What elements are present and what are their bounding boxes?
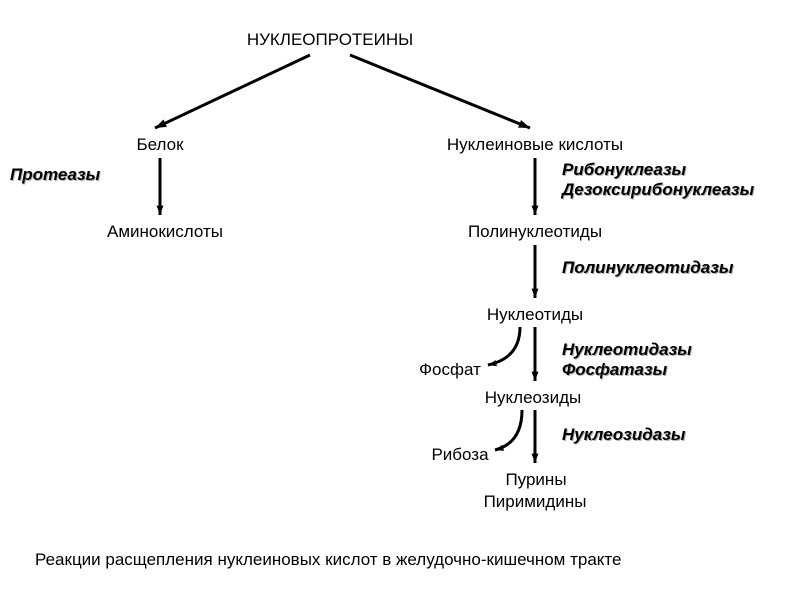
- node-pyrimidines: Пиримидины: [460, 492, 610, 512]
- node-polynucleotides: Полинуклеотиды: [440, 222, 630, 242]
- node-purines: Пурины: [481, 470, 591, 490]
- diagram-stage: НУКЛЕОПРОТЕИНЫ Белок Нуклеиновые кислоты…: [0, 0, 800, 600]
- enzyme-ribonucleases: Рибонуклеазы: [562, 160, 686, 180]
- node-nucleosides: Нуклеозиды: [463, 388, 603, 408]
- enzyme-deoxyribonucleases: Дезоксирибонуклеазы: [562, 180, 754, 200]
- enzyme-phosphatases: Фосфатазы: [562, 360, 667, 380]
- node-amino-acids: Аминокислоты: [80, 222, 250, 242]
- enzyme-proteases: Протеазы: [10, 165, 100, 185]
- diagram-caption: Реакции расщепления нуклеиновых кислот в…: [35, 550, 621, 570]
- enzyme-nucleosidases: Нуклеозидазы: [562, 425, 685, 445]
- node-nucleotides: Нуклеотиды: [460, 305, 610, 325]
- arrows-layer: [0, 0, 800, 600]
- node-ribose: Рибоза: [415, 445, 505, 465]
- node-protein: Белок: [100, 135, 220, 155]
- node-phosphate: Фосфат: [405, 360, 495, 380]
- enzyme-polynucleotidases: Полинуклеотидазы: [562, 258, 733, 278]
- node-nucleic-acids: Нуклеиновые кислоты: [420, 135, 650, 155]
- enzyme-nucleotidases: Нуклеотидазы: [562, 340, 692, 360]
- node-root: НУКЛЕОПРОТЕИНЫ: [200, 30, 460, 50]
